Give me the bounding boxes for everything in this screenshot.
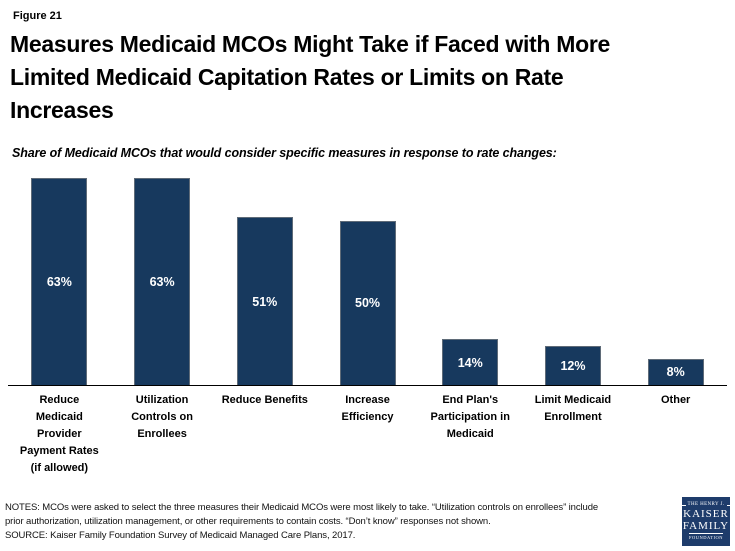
category-label-line: Increase xyxy=(345,394,390,406)
category-label: Other xyxy=(624,392,727,409)
bar-value-label: 63% xyxy=(149,275,175,289)
kff-logo-line3: FAMILY xyxy=(682,519,730,532)
category-label-line: Limit Medicaid xyxy=(534,394,612,406)
bar-value-label: 12% xyxy=(560,358,586,373)
bar: 63% xyxy=(31,178,88,385)
category-label-line: Enrollment xyxy=(544,411,602,423)
bar-value-label: 14% xyxy=(457,355,483,370)
category-label-line: Enrollees xyxy=(137,428,187,440)
category-label-line: (if allowed) xyxy=(30,462,89,474)
bar-column: 63% xyxy=(8,178,111,385)
bar: 50% xyxy=(339,220,396,385)
chart-subtitle: Share of Medicaid MCOs that would consid… xyxy=(12,146,557,160)
kff-logo-line1: THE HENRY J. xyxy=(681,502,732,508)
category-label-line: Controls on xyxy=(131,411,193,423)
bar: 8% xyxy=(647,358,704,385)
kff-logo: THE HENRY J. KAISER FAMILY FOUNDATION xyxy=(682,497,730,546)
bar-column: 63% xyxy=(111,178,214,385)
bar: 51% xyxy=(236,217,293,385)
category-label: Increase Efficiency xyxy=(316,392,419,426)
bar: 63% xyxy=(134,178,191,385)
bar-value-label: 50% xyxy=(355,296,381,311)
bar: 12% xyxy=(544,345,601,385)
kff-logo-line2: KAISER xyxy=(683,508,729,520)
bar-value-label: 8% xyxy=(666,365,685,380)
notes-text: NOTES: MCOs were asked to select the thr… xyxy=(5,502,599,527)
category-label: End Plan's Participation in Medicaid xyxy=(419,392,522,443)
category-label: Limit Medicaid Enrollment xyxy=(522,392,625,426)
category-label-line: Payment Rates xyxy=(19,445,99,457)
figure-number-label: Figure 21 xyxy=(13,10,62,22)
category-label-line: Reduce Benefits xyxy=(221,394,308,406)
bar-value-label: 51% xyxy=(252,294,278,309)
plot-area: 63% 63% 51% 50% 14% 12% 8% xyxy=(8,178,727,386)
category-label-line: End Plan's xyxy=(442,394,499,406)
category-label-line: Utilization xyxy=(135,394,189,406)
bar: 14% xyxy=(442,339,499,385)
category-label-line: Reduce xyxy=(39,394,80,406)
chart-title: Measures Medicaid MCOs Might Take if Fac… xyxy=(10,31,610,123)
kff-logo-line4: FOUNDATION xyxy=(689,533,723,540)
bar-column: 50% xyxy=(316,178,419,385)
category-label-line: Participation in xyxy=(430,411,510,423)
category-label: Utilization Controls on Enrollees xyxy=(111,392,214,443)
category-label: Reduce Medicaid Provider Payment Rates (if a… xyxy=(8,392,111,477)
category-label-line: Efficiency xyxy=(341,411,394,423)
bar-column: 14% xyxy=(419,178,522,385)
category-label-line: Other xyxy=(661,394,691,406)
bar-value-label: 63% xyxy=(46,275,72,289)
source-text: SOURCE: Kaiser Family Foundation Survey … xyxy=(5,530,356,541)
category-label: Reduce Benefits xyxy=(213,392,316,409)
category-label-line: Provider xyxy=(37,428,82,440)
category-label-line: Medicaid xyxy=(446,428,494,440)
category-labels: Reduce Medicaid Provider Payment Rates (if a… xyxy=(8,392,727,477)
bar-column: 51% xyxy=(213,178,316,385)
bar-column: 12% xyxy=(522,178,625,385)
category-label-line: Medicaid xyxy=(35,411,83,423)
bar-column: 8% xyxy=(624,178,727,385)
